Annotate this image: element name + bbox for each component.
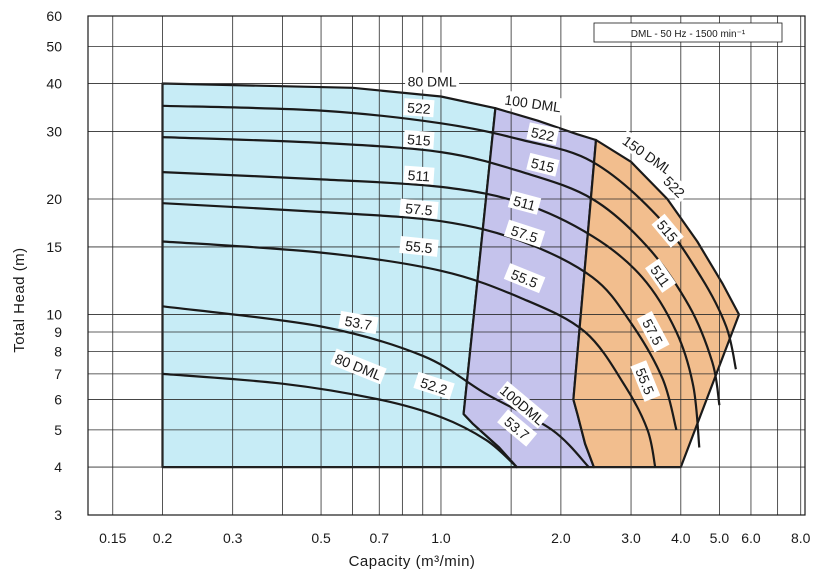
curve-label-bg [338, 310, 379, 335]
curve-label: 511 [507, 190, 542, 215]
curve-label-bg [503, 219, 546, 248]
curve-label: 55.5 [503, 263, 546, 294]
curve-label-bg [496, 380, 549, 429]
note-box: DML - 50 Hz - 1500 min⁻¹ [593, 22, 783, 43]
curve-label-bg [526, 122, 560, 146]
curve-label: 80 DML [405, 72, 460, 90]
curve-label-bg [645, 258, 677, 293]
curve-label-bg [526, 152, 560, 177]
x-tick-label: 8.0 [791, 530, 811, 546]
curve-label-bg [657, 169, 692, 204]
curve-label-bg [405, 72, 460, 90]
curve-label-text: 515 [407, 131, 432, 149]
curve-label-bg [403, 129, 435, 150]
curve-52-2 [162, 372, 518, 468]
curve-label-text: 515 [529, 155, 556, 176]
y-tick-labels: 3 4 5 6 7 8 9 10 15 20 30 40 50 60 [46, 8, 62, 523]
curve-label: 515 [526, 152, 560, 177]
curve-515 [162, 136, 721, 406]
curve-label: 515 [403, 129, 435, 150]
region-150-dml [572, 138, 741, 469]
curve-label: 100 DML [500, 90, 565, 116]
y-tick-label: 10 [46, 306, 62, 322]
curve-label-bg [497, 409, 538, 447]
curve-label-text: 511 [407, 167, 431, 185]
plot-frame [87, 15, 806, 516]
curve-label-text: 53.7 [343, 313, 373, 334]
curve-label: 53.7 [338, 310, 379, 335]
x-tick-labels: 0.15 0.2 0.3 0.5 0.7 1.0 2.0 3.0 4.0 5.0 6.0 8.0 [99, 530, 811, 546]
curve-label-bg [399, 235, 439, 257]
curve-55-5 [162, 240, 657, 468]
y-tick-label: 20 [46, 191, 62, 207]
curve-label: 522 [526, 122, 560, 146]
curve-label: 522 [403, 98, 435, 118]
curve-label: 57.5 [399, 198, 439, 219]
y-axis-title: Total Head (m) [11, 247, 28, 352]
x-tick-label: 0.2 [153, 530, 173, 546]
y-tick-label: 15 [46, 239, 62, 255]
curve-label-text: 522 [407, 99, 432, 117]
curve-label-bg [413, 371, 455, 400]
curve-label: 511 [403, 165, 435, 185]
x-tick-label: 4.0 [671, 530, 691, 546]
x-tick-label: 6.0 [741, 530, 761, 546]
x-tick-label: 0.7 [370, 530, 390, 546]
x-tick-label: 3.0 [621, 530, 641, 546]
curve-53-7 [162, 305, 590, 468]
x-tick-label: 0.3 [223, 530, 243, 546]
x-tick-label: 1.0 [431, 530, 451, 546]
x-tick-label: 0.15 [99, 530, 126, 546]
curve-label-text: 100 DML [504, 92, 563, 116]
x-tick-label: 0.5 [311, 530, 331, 546]
curve-label-bg [507, 190, 542, 215]
y-tick-label: 30 [46, 123, 62, 139]
y-tick-label: 60 [46, 8, 62, 24]
y-tick-label: 8 [54, 344, 62, 360]
curve-label: 55.5 [399, 235, 439, 257]
curve-522 [162, 104, 737, 370]
y-tick-label: 3 [54, 507, 62, 523]
curve-label-bg [330, 348, 387, 385]
y-tick-label: 7 [54, 366, 62, 382]
curve-label-bg [500, 90, 565, 116]
curve-label-bg [403, 98, 435, 118]
y-tick-label: 40 [46, 76, 62, 92]
curve-label-text: 55.5 [405, 238, 434, 257]
x-tick-label: 2.0 [551, 530, 571, 546]
curve-label-text: 522 [530, 124, 556, 145]
y-tick-label: 4 [54, 459, 62, 475]
y-tick-label: 9 [54, 324, 62, 340]
curve-label-bg [617, 130, 679, 180]
curve-label-bg [651, 213, 684, 248]
chart-note: DML - 50 Hz - 1500 min⁻¹ [631, 29, 746, 40]
performance-curves [162, 104, 737, 468]
curve-label-bg [503, 263, 546, 294]
curve-label-bg [636, 310, 670, 353]
curve-label-bg [403, 165, 435, 185]
curve-label-text: 57.5 [405, 200, 434, 218]
y-tick-label: 50 [46, 38, 62, 54]
curve-label-text: 80 DML [408, 74, 457, 90]
x-axis-title: Capacity (m³/min) [349, 553, 476, 570]
y-tick-label: 6 [54, 392, 62, 408]
y-tick-label: 5 [54, 422, 62, 438]
curve-511 [162, 171, 701, 448]
curve-label-bg [399, 198, 439, 219]
curve-label-text: 511 [512, 193, 538, 214]
x-tick-label: 5.0 [710, 530, 730, 546]
curve-label-bg [630, 360, 661, 402]
